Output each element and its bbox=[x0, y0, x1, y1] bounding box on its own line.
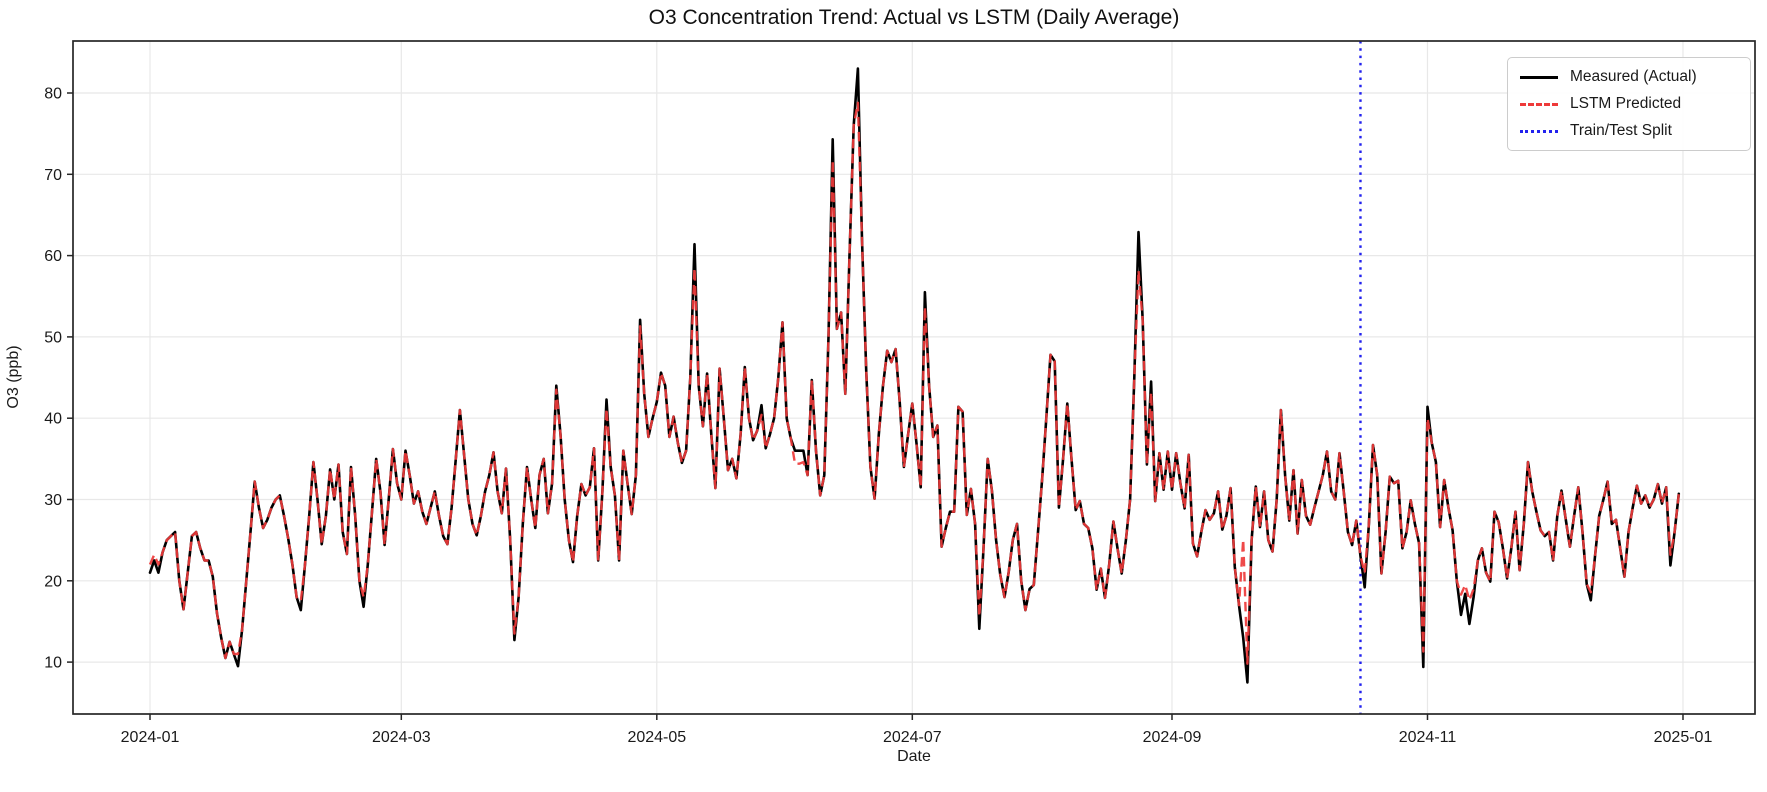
y-axis-title: O3 (ppb) bbox=[5, 345, 22, 409]
measured-actual-line bbox=[148, 67, 1681, 684]
predicted-line-sample-icon bbox=[1520, 102, 1558, 106]
y-tick-label: 30 bbox=[44, 492, 62, 509]
y-tick-label: 40 bbox=[44, 411, 62, 428]
y-tick-label: 60 bbox=[44, 248, 62, 265]
x-tick-label: 2024-05 bbox=[627, 729, 686, 746]
lstm-predicted-line bbox=[148, 101, 1680, 665]
chart-title: O3 Concentration Trend: Actual vs LSTM (… bbox=[648, 6, 1180, 29]
tick-labels: 10 20 30 40 50 60 70 80 2024-01 2024-03 2024-05 202… bbox=[44, 86, 1712, 747]
legend: Measured (Actual) LSTM Predicted Train/T… bbox=[1507, 57, 1751, 151]
y-tick-label: 20 bbox=[44, 573, 62, 590]
split-line-sample-icon bbox=[1520, 129, 1558, 133]
x-axis-title: Date bbox=[897, 748, 931, 765]
legend-item-measured: Measured (Actual) bbox=[1520, 68, 1738, 86]
legend-item-split: Train/Test Split bbox=[1520, 122, 1738, 140]
legend-item-predicted: LSTM Predicted bbox=[1520, 95, 1738, 113]
x-tick-label: 2024-01 bbox=[121, 729, 180, 746]
y-tick-label: 80 bbox=[44, 86, 62, 103]
y-tick-label: 10 bbox=[44, 655, 62, 672]
plot-border bbox=[72, 40, 1756, 715]
y-tick-label: 50 bbox=[44, 329, 62, 346]
tick-marks bbox=[67, 92, 1684, 720]
legend-label: Measured (Actual) bbox=[1570, 68, 1697, 85]
x-tick-label: 2024-09 bbox=[1143, 729, 1202, 746]
axes-spines bbox=[72, 40, 1756, 715]
x-tick-label: 2024-11 bbox=[1399, 729, 1457, 746]
legend-label: Train/Test Split bbox=[1570, 122, 1672, 139]
y-tick-label: 70 bbox=[44, 167, 62, 184]
legend-label: LSTM Predicted bbox=[1570, 95, 1682, 112]
gridlines bbox=[73, 41, 1755, 714]
x-tick-label: 2025-01 bbox=[1654, 729, 1713, 746]
x-tick-label: 2024-03 bbox=[372, 729, 431, 746]
measured-line-sample-icon bbox=[1520, 75, 1558, 79]
x-tick-label: 2024-07 bbox=[883, 729, 942, 746]
